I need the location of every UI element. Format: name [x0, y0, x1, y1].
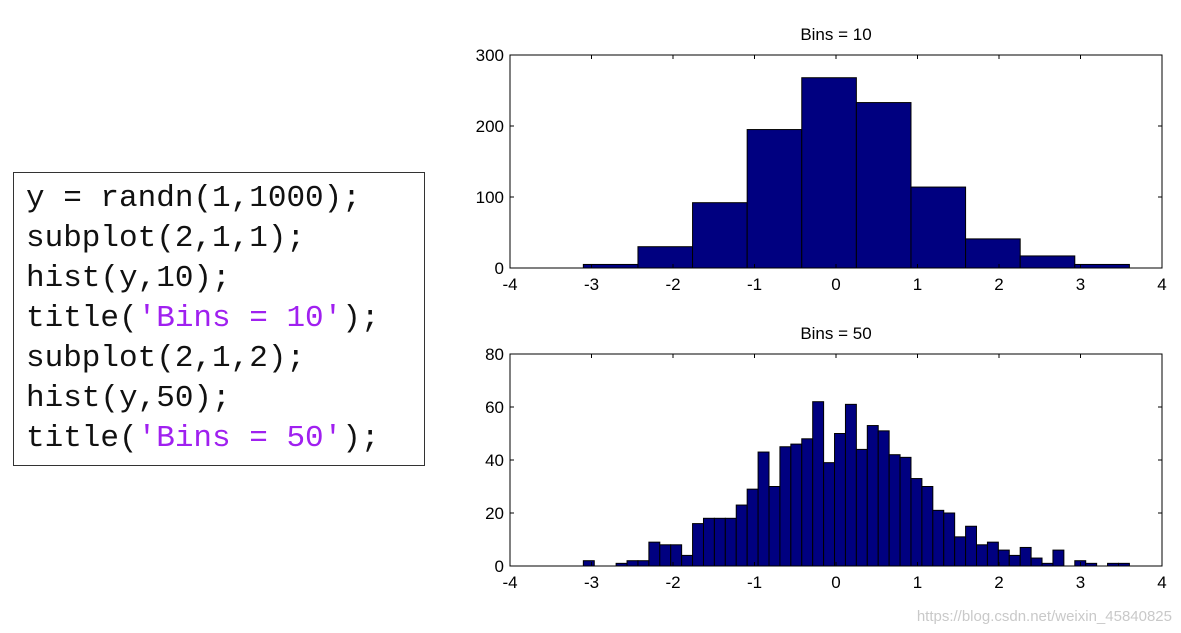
- histogram-bar: [910, 478, 923, 567]
- histogram-bar: [976, 544, 988, 567]
- code-string-literal: 'Bins = 10': [137, 301, 343, 336]
- code-panel: y = randn(1,1000); subplot(2,1,1); hist(…: [13, 172, 425, 466]
- x-tick-label: 3: [1076, 275, 1085, 294]
- histogram-bar: [746, 488, 759, 567]
- histogram-bar: [735, 504, 748, 567]
- y-tick-label: 300: [476, 46, 504, 65]
- histogram-bar: [692, 202, 748, 269]
- x-tick-label: 4: [1157, 573, 1166, 592]
- x-tick-label: 2: [994, 275, 1003, 294]
- x-tick-label: -3: [584, 275, 599, 294]
- histogram-bar: [626, 560, 639, 567]
- code-line: title('Bins = 50');: [26, 421, 380, 456]
- x-tick-label: -4: [502, 573, 517, 592]
- x-tick-label: 3: [1076, 573, 1085, 592]
- histogram-bar: [1008, 554, 1021, 567]
- chart-title: Bins = 10: [800, 25, 871, 44]
- x-tick-label: -2: [665, 275, 680, 294]
- x-tick-label: 1: [913, 573, 922, 592]
- chart-title: Bins = 50: [800, 324, 871, 343]
- histogram-bar: [1019, 255, 1076, 269]
- histogram-bar: [1052, 549, 1065, 567]
- histogram-bar: [812, 401, 825, 567]
- histogram-bar: [757, 451, 770, 567]
- histogram-bar: [855, 448, 868, 567]
- histogram-bar: [582, 560, 595, 567]
- histogram-bar: [866, 425, 879, 567]
- code-line: hist(y,10);: [26, 261, 231, 296]
- histogram-bar: [724, 517, 737, 567]
- watermark: https://blog.csdn.net/weixin_45840825: [916, 608, 1172, 625]
- code-line: subplot(2,1,1);: [26, 221, 306, 256]
- histogram-bar: [692, 523, 704, 567]
- histogram-bar: [899, 456, 912, 567]
- y-tick-label: 80: [485, 345, 504, 364]
- x-tick-label: 2: [994, 573, 1003, 592]
- code-line: title('Bins = 10');: [26, 301, 380, 336]
- histogram-bar: [702, 517, 715, 567]
- y-tick-label: 200: [476, 117, 504, 136]
- histogram-bar: [801, 438, 814, 567]
- histogram-bar: [713, 517, 726, 567]
- histogram-bar: [844, 403, 857, 567]
- y-tick-label: 60: [485, 398, 504, 417]
- y-tick-label: 40: [485, 451, 504, 470]
- histogram-bar: [965, 238, 1021, 269]
- x-tick-label: -1: [747, 275, 762, 294]
- code-line: subplot(2,1,2);: [26, 341, 306, 376]
- histogram-bar: [1019, 546, 1032, 567]
- y-tick-label: 20: [485, 504, 504, 523]
- histogram-bar: [637, 246, 694, 269]
- histogram-bar: [855, 102, 912, 269]
- y-tick-label: 0: [495, 259, 504, 278]
- x-tick-label: 0: [831, 573, 840, 592]
- y-tick-label: 100: [476, 188, 504, 207]
- histogram-bar: [746, 129, 803, 269]
- code-line: hist(y,50);: [26, 381, 231, 416]
- histogram-bar: [954, 536, 967, 567]
- histogram-bar: [1074, 263, 1130, 269]
- histogram-bar: [790, 443, 803, 567]
- x-tick-label: -1: [747, 573, 762, 592]
- x-tick-label: -4: [502, 275, 517, 294]
- histogram-bar: [659, 544, 672, 567]
- histogram-bar: [637, 560, 650, 567]
- histogram-bar: [965, 525, 978, 567]
- histogram-bar: [834, 433, 846, 567]
- histogram-bar: [768, 486, 781, 567]
- histogram-bar: [877, 430, 890, 567]
- x-tick-label: -2: [665, 573, 680, 592]
- histogram-bar: [997, 549, 1010, 567]
- histogram-bar: [1030, 557, 1043, 567]
- x-tick-label: 4: [1157, 275, 1166, 294]
- histogram-bar: [888, 454, 901, 567]
- histogram-bar: [910, 186, 967, 269]
- x-tick-label: -3: [584, 573, 599, 592]
- histogram-bar: [943, 512, 956, 567]
- histogram-bar: [921, 486, 934, 567]
- y-tick-label: 0: [495, 557, 504, 576]
- histogram-bar: [932, 509, 945, 567]
- code-string-literal: 'Bins = 50': [137, 421, 343, 456]
- x-tick-label: 0: [831, 275, 840, 294]
- histogram-bar: [779, 446, 792, 567]
- histogram-bar: [986, 541, 999, 567]
- x-tick-label: 1: [913, 275, 922, 294]
- histogram-bar: [648, 541, 661, 567]
- code-line: y = randn(1,1000);: [26, 181, 361, 216]
- histogram-bar: [670, 544, 683, 567]
- histogram-bar: [823, 462, 836, 567]
- histogram-bar: [801, 77, 857, 269]
- histogram-bar: [681, 554, 694, 567]
